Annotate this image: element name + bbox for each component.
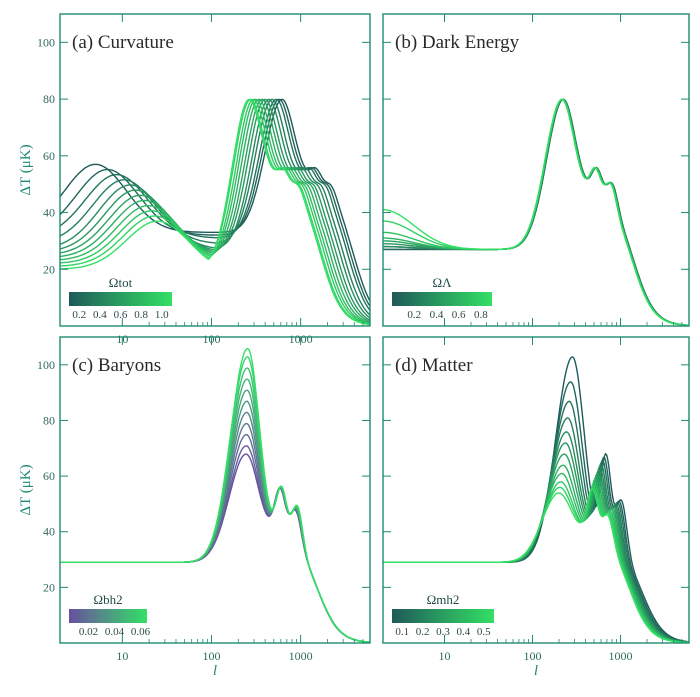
colorbar-gradient (392, 609, 494, 623)
panel-dark-energy: (b) Dark Energy ΩΛ 0.2 0.4 0.6 0.8 (382, 13, 690, 327)
ticks-baryons: 10 100 1000 20 40 60 80 100 (37, 337, 371, 663)
curve-a-5 (60, 98, 370, 321)
panel-matter: 10 100 1000 (d) Matter Ωmh2 0.1 0.2 0.3 0.4 0.5 (382, 336, 690, 663)
panel-title-baryons: (c) Baryons (72, 355, 161, 376)
curve-a-2 (60, 98, 370, 311)
colorbar-tick-label: 0.1 (395, 626, 409, 638)
y-axis-title: ΔT (μK) (18, 144, 34, 195)
xtick-label: 100 (524, 649, 542, 663)
colorbar-tick-label: 0.06 (131, 626, 151, 638)
panel-title-dark-energy: (b) Dark Energy (395, 32, 520, 53)
colorbar-tick-label: 0.4 (430, 309, 444, 321)
curve-d-11 (383, 487, 689, 643)
ticks-matter: 10 100 1000 (383, 337, 690, 663)
ticks-dark-energy (383, 14, 690, 326)
ytick-label: 80 (43, 92, 55, 106)
panel-frame-curvature (59, 13, 371, 327)
xtick-label: 10 (439, 649, 451, 663)
ytick-label: 60 (43, 469, 55, 483)
colorbar-tick-label: 0.6 (114, 309, 128, 321)
curve-a-11 (60, 98, 370, 326)
y-axis-title: ΔT (μK) (18, 464, 34, 515)
curves-curvature (60, 98, 370, 326)
colorbar-tick-label: 0.3 (436, 626, 450, 638)
colorbar-title: ΩΛ (432, 275, 452, 290)
panel-baryons: 10 100 1000 20 40 60 80 100 (c) Baryons Ωbh2 0.0… (37, 336, 371, 663)
colorbar-gradient (392, 292, 492, 306)
curves-baryons (60, 347, 370, 643)
ytick-label: 20 (43, 262, 55, 276)
colorbar-tick-label: 0.5 (477, 626, 491, 638)
colorbar-baryons: Ωbh2 0.02 0.04 0.06 (69, 592, 151, 638)
x-axis-title: l (534, 663, 538, 679)
curve-a-9 (60, 98, 370, 325)
x-axis-title: l (213, 663, 217, 679)
panel-frame-baryons (59, 336, 371, 644)
colorbar-tick-label: 0.2 (72, 309, 86, 321)
ytick-label: 40 (43, 206, 55, 220)
ytick-label: 40 (43, 525, 55, 539)
panel-title-matter: (d) Matter (395, 355, 473, 376)
curves-matter (383, 356, 689, 643)
xtick-label: 1000 (609, 649, 633, 663)
colorbar-tick-label: 0.4 (93, 309, 107, 321)
colorbar-title: Ωbh2 (93, 592, 122, 607)
colorbar-tick-label: 0.2 (416, 626, 430, 638)
panel-title-curvature: (a) Curvature (72, 32, 174, 53)
colorbar-tick-label: 0.2 (407, 309, 421, 321)
colorbar-tick-label: 1.0 (155, 309, 169, 321)
colorbar-tick-label: 0.8 (134, 309, 148, 321)
curve-a-4 (60, 98, 370, 319)
colorbar-matter: Ωmh2 0.1 0.2 0.3 0.4 0.5 (392, 592, 494, 638)
colorbar-title: Ωmh2 (427, 592, 460, 607)
colorbar-tick-label: 0.4 (457, 626, 471, 638)
colorbar-dark-energy: ΩΛ 0.2 0.4 0.6 0.8 (392, 275, 492, 321)
xtick-label: 10 (116, 649, 128, 663)
colorbar-tick-label: 0.02 (79, 626, 98, 638)
ytick-label: 100 (37, 358, 55, 372)
colorbar-tick-label: 0.04 (105, 626, 125, 638)
colorbar-gradient (69, 609, 147, 623)
ytick-label: 60 (43, 149, 55, 163)
panel-frame-dark-energy (382, 13, 690, 327)
colorbar-tick-label: 0.8 (474, 309, 488, 321)
curve-a-1 (60, 98, 370, 307)
colorbar-title: Ωtot (109, 275, 133, 290)
curve-a-3 (60, 98, 370, 316)
ytick-label: 100 (37, 35, 55, 49)
xtick-label: 1000 (289, 649, 313, 663)
ytick-label: 80 (43, 413, 55, 427)
curve-b-9 (383, 98, 689, 326)
y-axis-titles: ΔT (μK) ΔT (μK) (18, 144, 34, 515)
colorbar-gradient (69, 292, 172, 306)
panel-frame-matter (382, 336, 690, 644)
colorbar-curvature: Ωtot 0.2 0.4 0.6 0.8 1.0 (69, 275, 172, 321)
ytick-label: 20 (43, 580, 55, 594)
curves-dark-energy (383, 98, 689, 326)
xtick-label: 100 (202, 649, 220, 663)
colorbar-tick-label: 0.6 (452, 309, 466, 321)
curve-c-10 (60, 347, 370, 643)
curve-a-0 (60, 98, 370, 302)
